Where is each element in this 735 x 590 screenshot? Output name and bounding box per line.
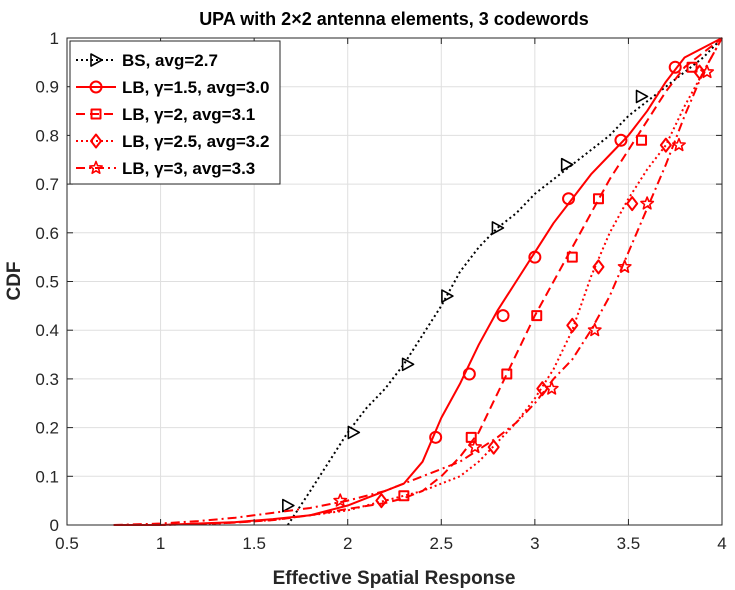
square-marker (90, 108, 102, 120)
tick-layer: 0.5 1 1.5 2 2.5 3 3.5 4 0 0.1 0.2 0.3 0.4 0.5 0.6 0.7 0.… (35, 29, 726, 553)
diamond-marker (659, 137, 672, 153)
square-marker (465, 431, 477, 443)
triangle-right-marker (491, 221, 505, 235)
y-tick-label: 1 (50, 29, 59, 48)
triangle-right-marker (347, 425, 361, 440)
y-tick-label: 0.6 (35, 224, 59, 243)
legend-label: LB, γ=2.5, avg=3.2 (122, 132, 269, 151)
y-tick-label: 0.1 (35, 467, 59, 486)
x-tick-label: 2.5 (429, 534, 453, 553)
star-marker (89, 160, 103, 175)
x-tick-label: 1.5 (242, 534, 266, 553)
y-tick-label: 0.9 (35, 78, 59, 97)
legend-entry: BS, avg=2.7 (76, 51, 218, 70)
triangle-right-marker (90, 53, 103, 67)
square-marker (398, 490, 410, 502)
series-group (113, 37, 723, 526)
y-tick-label: 0.3 (35, 370, 59, 389)
circle-marker (668, 60, 682, 74)
y-tick-label: 0.8 (35, 126, 59, 145)
series-layer (113, 37, 723, 526)
x-tick-label: 2 (343, 534, 352, 553)
star-marker (640, 196, 655, 210)
legend-label: LB, γ=1.5, avg=3.0 (122, 78, 269, 97)
triangle-right-marker (401, 357, 415, 372)
y-tick-label: 0.7 (35, 175, 59, 194)
series-line (286, 37, 723, 526)
series-group (113, 37, 723, 526)
diamond-marker (90, 133, 102, 149)
circle-marker (562, 192, 576, 206)
square-marker (636, 134, 648, 146)
circle-marker (429, 430, 443, 444)
diamond-marker (626, 196, 639, 212)
diamond-marker (566, 317, 579, 333)
diamond-marker (375, 493, 388, 509)
legend-entry: LB, γ=2, avg=3.1 (76, 105, 255, 124)
y-axis-label: CDF (4, 261, 25, 300)
y-tick-label: 0.4 (35, 321, 59, 340)
series-line (113, 37, 723, 526)
legend-label: BS, avg=2.7 (122, 51, 218, 70)
series-line (113, 37, 723, 526)
legend-label: LB, γ=2, avg=3.1 (122, 105, 255, 124)
legend-box (69, 40, 281, 185)
triangle-right-marker (560, 157, 574, 172)
square-marker (686, 61, 698, 73)
series-group (113, 37, 723, 526)
star-marker (587, 322, 602, 337)
legend-entry: LB, γ=3, avg=3.3 (76, 159, 255, 178)
legend-entry: LB, γ=1.5, avg=3.0 (76, 78, 269, 97)
star-marker (700, 64, 715, 79)
square-marker (531, 310, 543, 322)
legend: BS, avg=2.7 LB, γ=1.5, avg=3.0 LB, γ=2, av… (69, 40, 281, 185)
x-tick-label: 4 (717, 534, 726, 553)
series-group (282, 37, 723, 526)
circle-marker (614, 133, 628, 147)
square-marker (592, 193, 604, 205)
star-marker (333, 493, 348, 507)
series-line (113, 37, 723, 526)
x-axis-label: Effective Spatial Response (273, 568, 516, 589)
circle-marker (528, 250, 542, 264)
square-marker (501, 368, 513, 380)
star-marker (467, 439, 482, 454)
star-marker (671, 137, 686, 152)
circle-marker (462, 367, 476, 381)
legend-label: LB, γ=3, avg=3.3 (122, 159, 255, 178)
triangle-right-marker (635, 89, 649, 104)
circle-marker (89, 80, 103, 94)
legend-entry: LB, γ=2.5, avg=3.2 (76, 132, 269, 151)
diamond-marker (592, 259, 605, 275)
y-tick-label: 0.2 (35, 419, 59, 438)
square-marker (566, 251, 578, 263)
triangle-right-marker (441, 289, 454, 303)
x-tick-label: 0.5 (55, 534, 79, 553)
series-group (113, 37, 723, 526)
x-tick-label: 3.5 (617, 534, 641, 553)
circle-marker (496, 309, 510, 323)
star-marker (544, 381, 559, 395)
series-line (113, 37, 723, 526)
chart-title: UPA with 2×2 antenna elements, 3 codewor… (199, 9, 589, 29)
y-tick-label: 0.5 (35, 273, 59, 292)
x-tick-label: 3 (530, 534, 539, 553)
y-tick-label: 0 (50, 516, 59, 535)
x-tick-label: 1 (156, 534, 165, 553)
diamond-marker (487, 439, 500, 455)
star-marker (617, 259, 632, 273)
triangle-right-marker (282, 498, 295, 513)
